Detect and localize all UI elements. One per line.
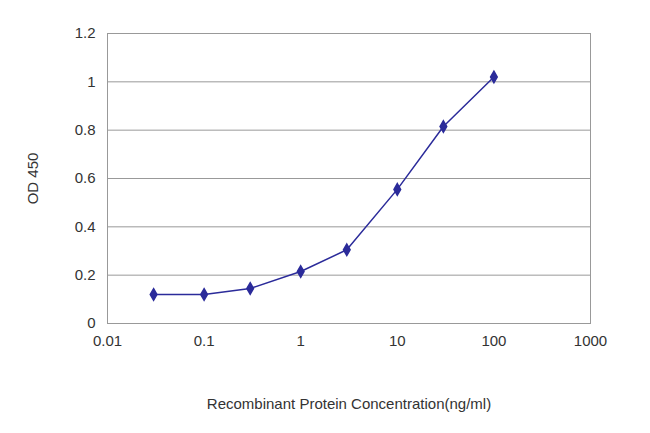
svg-text:1.2: 1.2 [75,24,96,41]
svg-text:0.1: 0.1 [194,332,215,349]
svg-text:100: 100 [481,332,506,349]
svg-text:Recombinant Protein Concentrat: Recombinant Protein Concentration(ng/ml) [207,395,491,412]
svg-text:0.4: 0.4 [75,218,96,235]
svg-text:1000: 1000 [574,332,607,349]
svg-text:OD 450: OD 450 [24,153,41,205]
svg-text:0.01: 0.01 [93,332,122,349]
svg-text:1: 1 [87,73,95,90]
svg-text:0.6: 0.6 [75,169,96,186]
svg-text:0: 0 [87,314,95,331]
svg-text:0.2: 0.2 [75,266,96,283]
svg-text:1: 1 [297,332,305,349]
svg-text:0.8: 0.8 [75,121,96,138]
svg-text:10: 10 [389,332,406,349]
